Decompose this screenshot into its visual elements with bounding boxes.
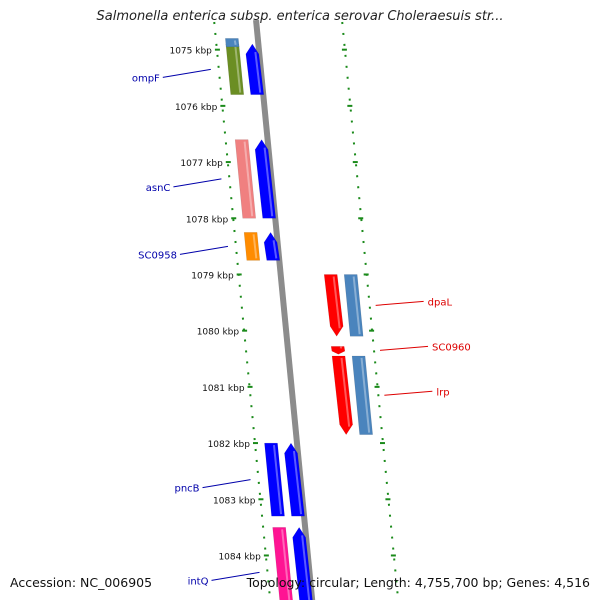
gene-highlight (281, 529, 291, 600)
gene-highlight (339, 345, 343, 349)
coordinate-label: 1076 kbp (175, 103, 218, 113)
gene-highlight (301, 535, 311, 600)
gene-highlight (272, 240, 278, 259)
coordinate-label: 1079 kbp (191, 271, 234, 281)
gene-SC0960-block[interactable] (330, 346, 346, 355)
coordinate-label: 1081 kbp (202, 384, 245, 394)
gene-pncB-block[interactable] (264, 442, 285, 517)
leader-line (384, 390, 433, 396)
gene-ompF-block[interactable] (245, 43, 265, 95)
gene-highlight (233, 40, 237, 46)
gene-lrp-block[interactable] (331, 355, 353, 436)
gene-highlight (352, 276, 361, 335)
gene-asnC-block[interactable] (254, 139, 277, 219)
gene-highlight (360, 357, 371, 433)
leader-line (173, 178, 222, 188)
gene-feature-block[interactable] (225, 38, 240, 48)
gene-intQ-block[interactable] (292, 526, 315, 600)
gene-highlight (332, 276, 341, 329)
gene-lrp-block[interactable] (351, 355, 373, 435)
gene-highlight (234, 45, 242, 93)
gene-highlight (272, 444, 283, 515)
coordinate-label: 1075 kbp (169, 47, 212, 57)
gene-dpaL-block[interactable] (323, 274, 344, 337)
coordinate-label: 1078 kbp (186, 215, 229, 225)
gene-intQ-block[interactable] (272, 527, 295, 600)
gene-label-lrp[interactable]: lrp (436, 387, 449, 398)
gene-ompF-block[interactable] (225, 43, 245, 95)
gene-highlight (243, 141, 254, 217)
gene-highlight (340, 357, 351, 427)
gene-pncB-block[interactable] (284, 442, 305, 517)
gene-highlight (252, 234, 258, 259)
gene-label-SC0960[interactable]: SC0960 (432, 342, 471, 353)
coordinate-label: 1077 kbp (180, 159, 223, 169)
leader-line (179, 245, 229, 255)
coordinate-label: 1083 kbp (213, 496, 256, 506)
leader-line (375, 300, 424, 306)
coordinate-label: 1080 kbp (197, 328, 240, 338)
gene-label-SC0958[interactable]: SC0958 (138, 250, 177, 261)
leader-line (202, 479, 251, 489)
leader-line (211, 571, 260, 581)
gene-SC0958-block[interactable] (243, 232, 261, 261)
gene-SC0958-block[interactable] (263, 231, 281, 261)
gene-asnC-block[interactable] (234, 139, 256, 219)
topology-label: Topology: circular; Length: 4,755,700 bp… (246, 575, 590, 590)
gene-highlight (292, 450, 303, 515)
leader-line (379, 345, 429, 351)
gene-label-pncB[interactable]: pncB (174, 484, 199, 495)
gene-label-dpaL[interactable]: dpaL (428, 297, 453, 308)
coordinate-label: 1084 kbp (218, 552, 261, 562)
coordinate-label: 1082 kbp (208, 440, 251, 450)
gene-label-ompF[interactable]: ompF (132, 73, 160, 84)
accession-label: Accession: NC_006905 (10, 575, 153, 590)
gene-highlight (263, 147, 274, 217)
gene-label-intQ[interactable]: intQ (188, 576, 209, 587)
gene-dpaL-block[interactable] (343, 274, 364, 337)
leader-line (162, 68, 211, 78)
gene-highlight (254, 51, 262, 93)
genome-title: Salmonella enterica subsp. enterica sero… (96, 9, 504, 24)
gene-label-asnC[interactable]: asnC (146, 183, 171, 194)
